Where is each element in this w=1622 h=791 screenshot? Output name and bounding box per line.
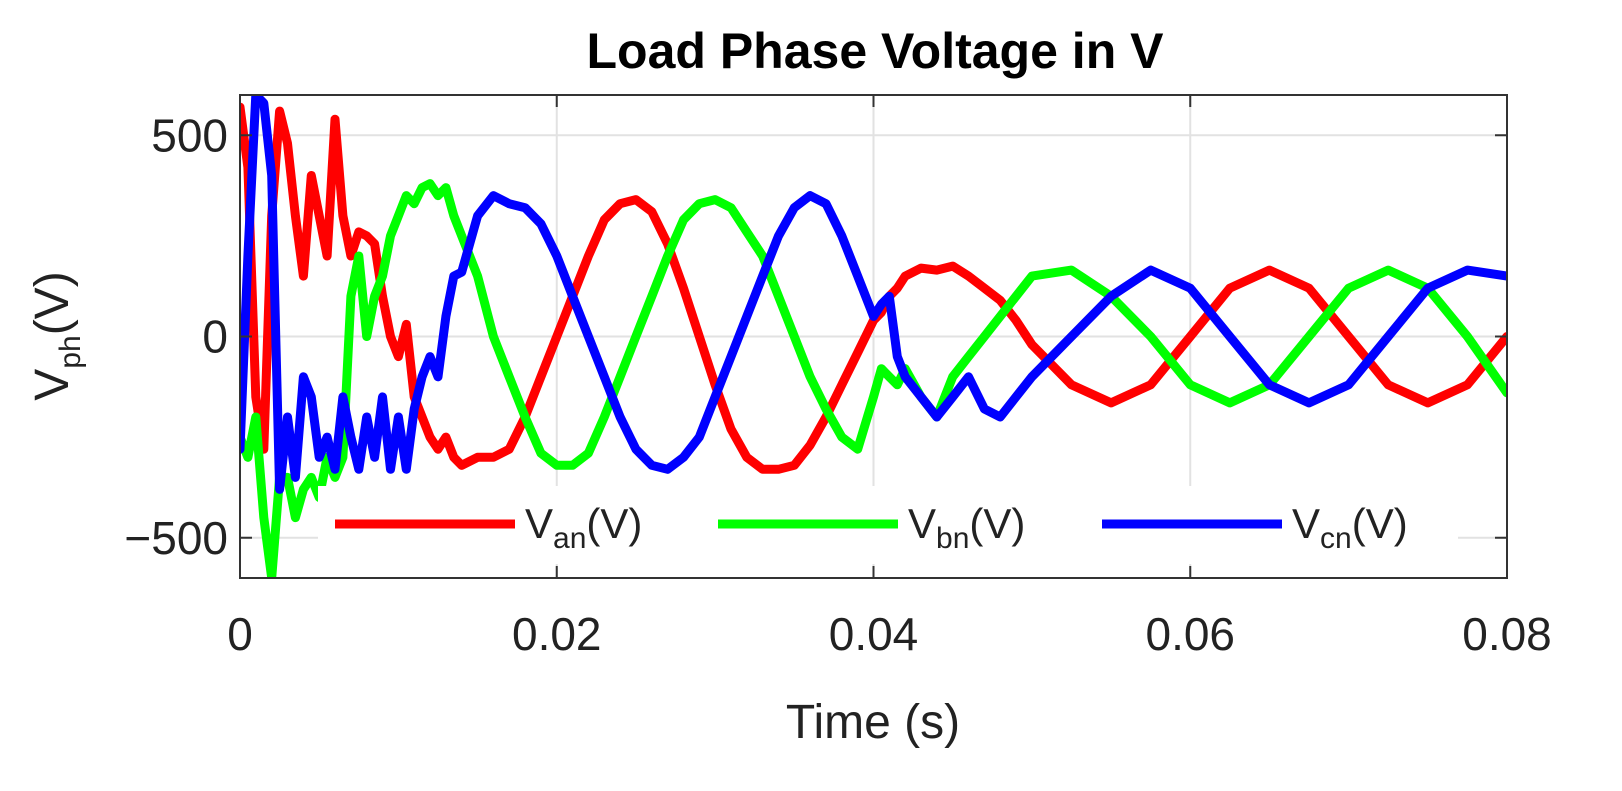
series-line-bn <box>240 179 1507 578</box>
y-axis-label-sub: ph <box>54 335 87 368</box>
y-tick-label: 0 <box>202 311 228 363</box>
series-line-an <box>240 102 1507 474</box>
series-line-cn <box>240 95 1507 494</box>
x-tick-label: 0.02 <box>512 608 602 660</box>
legend-label-bn: Vbn(V) <box>908 500 1025 555</box>
x-tick-label: 0.06 <box>1145 608 1235 660</box>
x-tick-label: 0.08 <box>1462 608 1552 660</box>
y-axis-label-unit: (V) <box>26 271 79 335</box>
y-axis-label: Vph(V) <box>26 271 87 400</box>
tick-labels: 0 0.02 0.04 0.06 0.08 500 0 −500 <box>124 109 1551 660</box>
legend-label-cn: Vcn(V) <box>1292 500 1408 555</box>
y-tick-label: 500 <box>151 109 228 161</box>
series-layer <box>240 95 1507 578</box>
legend-label-an: Van(V) <box>525 500 642 555</box>
legend: Van(V) Vbn(V) Vcn(V) <box>318 486 1458 564</box>
y-tick-label: −500 <box>124 512 228 564</box>
y-axis-label-main: V <box>26 369 79 401</box>
plot-area <box>240 95 1507 578</box>
chart-title: Load Phase Voltage in V <box>587 23 1165 79</box>
x-tick-label: 0.04 <box>829 608 919 660</box>
x-tick-label: 0 <box>227 608 253 660</box>
x-axis-label: Time (s) <box>786 696 960 749</box>
ticks <box>239 95 1508 578</box>
